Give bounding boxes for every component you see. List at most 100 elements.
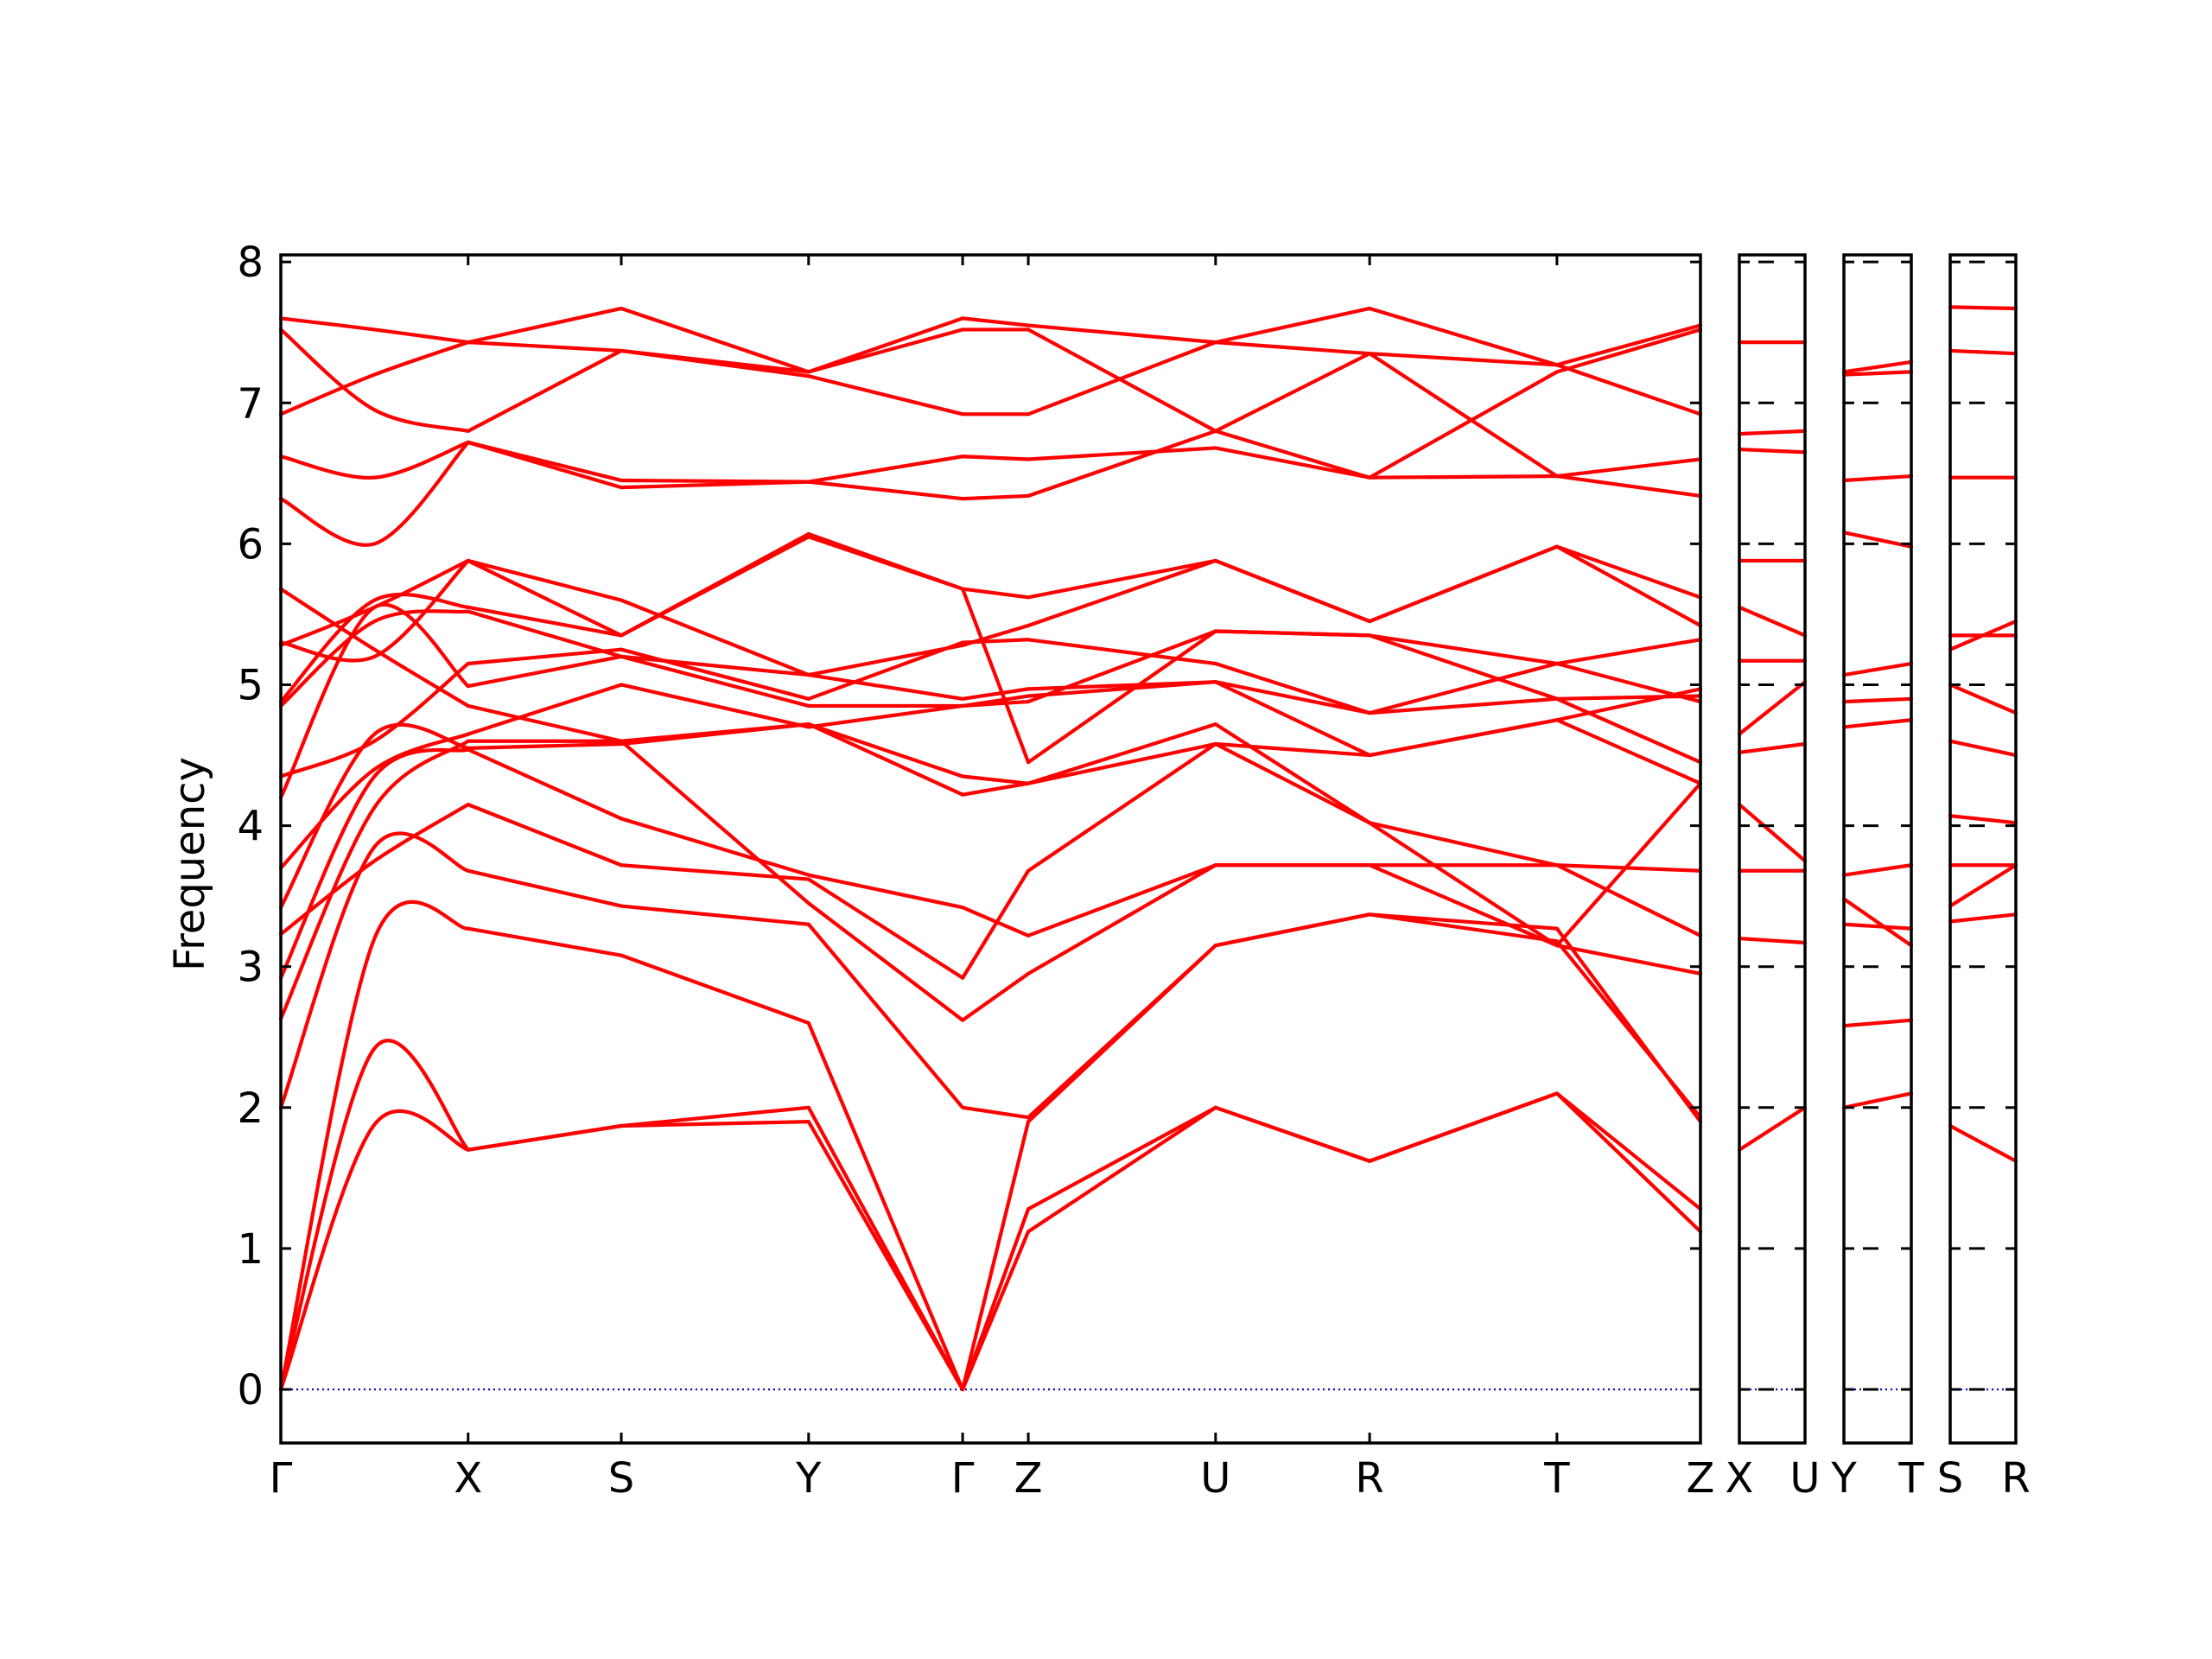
band-line: [1841, 718, 1914, 729]
band-line: [1213, 680, 1372, 715]
band-line: [1737, 605, 1808, 638]
band-line: [1213, 352, 1372, 433]
band-line: [1841, 696, 1914, 704]
band-line: [1841, 1091, 1914, 1109]
band-line: [1026, 558, 1217, 628]
y-axis-label: Frequency: [166, 757, 214, 971]
band-line: [1026, 629, 1217, 765]
x-tick-label: Γ: [951, 1454, 975, 1503]
y-tick-label: 0: [237, 1366, 264, 1414]
y-tick-label: 8: [237, 238, 264, 287]
band-line: [960, 868, 1031, 980]
band-line: [1948, 683, 2018, 715]
band-line: [619, 1105, 810, 1128]
band-line: [1948, 739, 2018, 758]
panel-frame: [279, 253, 1702, 1445]
x-tick-label: X: [1726, 1454, 1754, 1503]
band-line: [806, 643, 965, 677]
band-line: [466, 340, 624, 353]
x-tick-label: Z: [1687, 1454, 1715, 1503]
band-line: [1026, 446, 1217, 461]
band-line: [960, 1207, 1031, 1392]
band-line: [278, 558, 470, 663]
band-line: [1026, 638, 1217, 666]
band-line: [278, 558, 470, 647]
band-line: [466, 1123, 624, 1152]
band-line: [806, 316, 965, 374]
band-line: [1554, 363, 1703, 416]
band-line: [1554, 718, 1703, 785]
band-line: [1213, 429, 1372, 480]
band-line: [466, 647, 624, 666]
band-line: [960, 623, 1031, 647]
band-line: [1948, 305, 2018, 311]
band-line: [960, 774, 1031, 785]
band-line: [1368, 352, 1559, 479]
band-line: [960, 454, 1031, 461]
band-line: [619, 953, 810, 1026]
y-tick-label: 2: [237, 1084, 264, 1133]
x-tick-label: R: [2001, 1454, 2030, 1503]
band-line: [1948, 814, 2018, 825]
x-tick-label: Y: [795, 1454, 822, 1503]
band-line: [466, 440, 624, 490]
band-line: [466, 605, 624, 638]
band-line: [466, 654, 624, 689]
band-line: [278, 316, 470, 345]
band-line: [466, 558, 624, 638]
band-line: [1026, 327, 1217, 433]
band-line: [466, 348, 624, 433]
band-line: [1368, 306, 1559, 367]
band-line: [1554, 474, 1703, 499]
band-line: [1368, 633, 1559, 701]
band-line: [1026, 741, 1217, 873]
band-line: [1026, 680, 1217, 691]
band-line: [1841, 897, 1914, 948]
band-line: [278, 732, 470, 870]
band-line: [619, 480, 810, 490]
y-tick-label: 1: [237, 1225, 264, 1274]
band-line: [619, 306, 810, 374]
x-tick-label: Γ: [270, 1454, 293, 1503]
band-line: [466, 683, 624, 736]
band-line: [1368, 633, 1559, 666]
y-tick-labels: 0 1 2 3 4 5 6 7 8: [237, 238, 264, 1414]
panel-3: [1841, 253, 1914, 1445]
band-line: [1841, 661, 1914, 677]
band-line: [960, 971, 1031, 1022]
band-line: [1026, 429, 1217, 499]
band-line: [619, 863, 810, 881]
band-line: [1554, 781, 1703, 948]
band-line: [806, 480, 965, 501]
band-line: [806, 1020, 965, 1392]
x-tick-label: R: [1355, 1454, 1383, 1503]
band-line: [960, 493, 1031, 501]
band-line: [619, 904, 810, 926]
band-line: [1841, 359, 1914, 374]
band-line: [278, 1039, 470, 1392]
band-line: [619, 598, 810, 677]
band-line: [1213, 340, 1372, 356]
band-line: [960, 687, 1031, 701]
band-line: [1737, 936, 1808, 945]
band-line: [466, 868, 624, 908]
x-tick-label: U: [1200, 1454, 1230, 1503]
panel-frame: [1842, 253, 1913, 1445]
band-line: [1368, 696, 1559, 715]
panel-4: [1948, 253, 2018, 1445]
band-line: [619, 817, 810, 877]
band-line: [960, 587, 1031, 765]
band-line: [1026, 863, 1217, 976]
band-line: [1948, 912, 2018, 924]
band-line: [466, 703, 624, 743]
band-line: [278, 592, 470, 704]
band-line: [1213, 306, 1372, 345]
band-line: [806, 922, 965, 1109]
band-line: [1368, 821, 1559, 868]
band-line: [806, 877, 965, 980]
band-line: [1554, 327, 1703, 374]
band-line: [619, 535, 810, 638]
band-line: [1841, 922, 1914, 931]
band-line: [806, 672, 965, 701]
band-line: [806, 454, 965, 484]
